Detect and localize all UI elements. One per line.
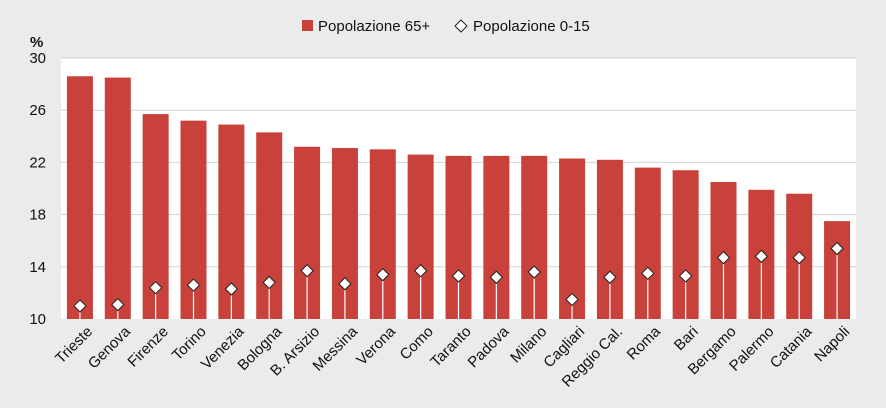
marker-como <box>413 264 428 278</box>
marker-reggio-cal <box>603 270 617 284</box>
marker-roma <box>641 266 655 281</box>
marker-bergamo <box>716 250 731 265</box>
marker-bologna <box>262 275 276 290</box>
legend-swatch-bar <box>302 20 313 31</box>
marker-milano <box>527 265 541 279</box>
marker-trieste <box>73 299 87 313</box>
bars-group <box>66 76 851 320</box>
marker-palermo <box>754 249 769 264</box>
y-tick-label-26: 26 <box>29 102 46 119</box>
bar-trieste <box>66 76 93 320</box>
x-label-bari: Bari <box>671 323 702 354</box>
y-axis-unit: % <box>30 34 43 51</box>
marker-verona <box>376 267 390 282</box>
marker-firenze <box>148 280 163 295</box>
x-label-verona: Verona <box>353 323 399 369</box>
legend-swatch-diamond <box>454 19 468 33</box>
marker-genova <box>111 297 125 312</box>
marker-bari <box>678 269 693 283</box>
x-label-catania: Catania <box>767 323 816 372</box>
legend-label-0-15: Popolazione 0-15 <box>473 18 590 35</box>
y-tick-label-10: 10 <box>29 311 46 328</box>
legend: Popolazione 65+ Popolazione 0-15 <box>302 18 590 35</box>
x-axis-labels: TriesteGenovaFirenzeTorinoVeneziaBologna… <box>52 323 853 391</box>
marker-padova <box>489 270 504 284</box>
marker-napoli <box>830 241 844 256</box>
marker-venezia <box>224 282 239 296</box>
marker-taranto <box>451 269 466 283</box>
markers-group <box>73 241 844 313</box>
x-label-genova: Genova <box>85 323 135 373</box>
y-axis-ticks: 10 14 18 22 26 30 <box>29 50 46 328</box>
marker-torino <box>186 278 201 292</box>
y-tick-label-18: 18 <box>29 207 46 224</box>
legend-label-65plus: Popolazione 65+ <box>318 18 430 35</box>
y-tick-label-14: 14 <box>29 259 46 276</box>
marker-catania <box>792 250 806 265</box>
y-tick-label-22: 22 <box>29 154 46 171</box>
marker-messina <box>338 277 352 291</box>
bar-genova <box>104 77 131 319</box>
marker-b-arsizio <box>300 264 314 278</box>
x-label-napoli: Napoli <box>811 323 853 365</box>
x-label-padova: Padova <box>465 323 513 371</box>
x-label-firenze: Firenze <box>124 323 171 370</box>
y-tick-label-30: 30 <box>29 50 46 67</box>
marker-cagliari <box>565 292 579 307</box>
bar-cagliari <box>559 158 586 319</box>
x-label-roma: Roma <box>624 323 665 364</box>
